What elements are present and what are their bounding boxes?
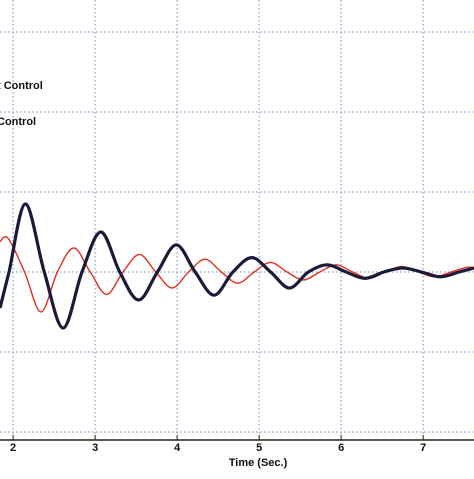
x-tick-label: 2 <box>10 442 16 454</box>
legend-label: t Control <box>0 80 43 92</box>
data-line <box>0 202 474 330</box>
x-tick-label: 3 <box>92 442 98 454</box>
x-tick-label: 5 <box>256 442 262 454</box>
x-axis-label: Time (Sec.) <box>229 457 288 469</box>
x-tick-label: 6 <box>338 442 344 454</box>
x-tick-label: 7 <box>420 442 426 454</box>
legend-label: Control <box>0 116 36 128</box>
data-line <box>0 236 474 313</box>
x-tick-label: 4 <box>174 442 181 454</box>
